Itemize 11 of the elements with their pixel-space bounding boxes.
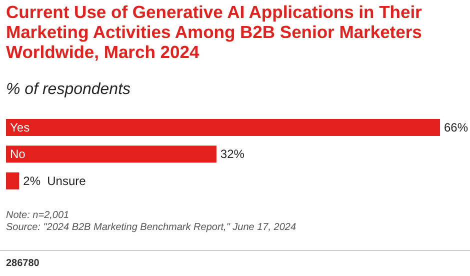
chart-subtitle: % of respondents: [6, 81, 131, 99]
data-label: 66%: [444, 120, 468, 134]
data-label: 32%: [220, 147, 245, 162]
y-tick-label: No: [10, 147, 26, 162]
source-note: Source: "2024 B2B Marketing Benchmark Report," June 17, 2024: [6, 222, 298, 234]
y-tick-label: Unsure: [47, 174, 86, 188]
data-label: 2%: [23, 174, 41, 188]
chart-title: Current Use of Generative AI Applications in Their Marketing Activities Among B2B Senior Marketers Worldwide, March 2024: [6, 2, 423, 62]
text: 286780: [6, 258, 40, 269]
y-tick-label: Yes: [10, 120, 30, 134]
text: Note: n=2,001: [6, 210, 70, 222]
